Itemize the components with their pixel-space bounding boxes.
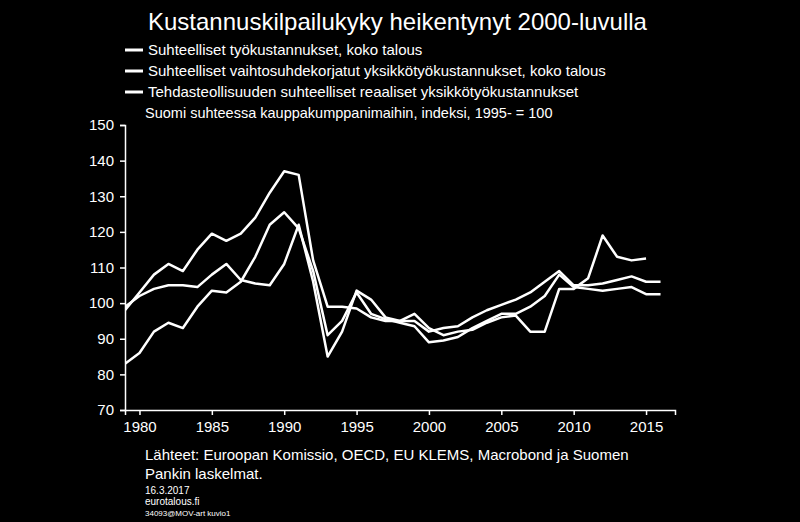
axis-line — [120, 126, 126, 411]
series-line — [125, 225, 646, 357]
series-line — [125, 171, 661, 331]
x-axis: 1980 1985 1990 1995 2000 2005 2010 2015 — [123, 410, 675, 435]
legend-label: Suhteelliset työkustannukset, koko talou… — [148, 41, 422, 58]
subtitle: Suomi suhteessa kauppakumppanimaihin, in… — [145, 105, 552, 121]
legend-label: Suhteelliset vaihtosuhdekorjatut yksikkö… — [148, 62, 606, 79]
tick: 1985 — [196, 410, 229, 435]
tick-mark — [646, 410, 648, 415]
tick-mark — [120, 303, 125, 305]
tick: 80 — [97, 366, 125, 383]
tick-label: 100 — [89, 294, 114, 311]
tick-label: 2000 — [413, 418, 446, 435]
source: Pankin laskelmat. — [145, 465, 263, 482]
axis-line — [126, 411, 676, 416]
tick-label: 140 — [89, 152, 114, 169]
tick: 2010 — [557, 410, 590, 435]
tick-label: 2015 — [630, 418, 663, 435]
legend-swatch — [125, 91, 143, 94]
tick-label: 150 — [89, 116, 114, 133]
tick-label: 2010 — [557, 418, 590, 435]
tick: 90 — [97, 330, 125, 347]
tick-label: 1995 — [340, 418, 373, 435]
source: Lähteet: Euroopan Komissio, OECD, EU KLE… — [145, 446, 629, 463]
tick-mark — [120, 125, 125, 127]
tick: 1995 — [340, 410, 373, 435]
tick: 1980 — [123, 410, 156, 435]
tick-label: 1990 — [268, 418, 301, 435]
tick: 110 — [90, 259, 125, 276]
tick-mark — [573, 410, 575, 415]
legend: Suhteelliset työkustannukset, koko talou… — [125, 41, 606, 100]
y-axis: 70 80 90 100 110 120 130 140 150 — [89, 116, 126, 418]
legend-swatch — [125, 49, 143, 52]
tick: 2000 — [413, 410, 446, 435]
tick: 2005 — [485, 410, 518, 435]
tick-mark — [284, 410, 286, 415]
tick: 150 — [89, 116, 125, 133]
tick: 120 — [89, 223, 125, 240]
tick-label: 80 — [97, 366, 114, 383]
tick: 2015 — [630, 410, 663, 435]
footer: 34093@MOV-art kuvio1 — [145, 509, 231, 518]
tick-label: 1985 — [196, 418, 229, 435]
tick-mark — [120, 160, 125, 162]
tick-label: 120 — [89, 223, 114, 240]
tick-label: 110 — [90, 259, 114, 276]
tick-mark — [212, 410, 214, 415]
tick: 100 — [89, 294, 125, 311]
tick-mark — [120, 196, 125, 198]
tick-mark — [120, 339, 125, 341]
tick-label: 1980 — [123, 418, 156, 435]
tick: 130 — [89, 188, 125, 205]
tick-mark — [120, 410, 125, 412]
tick-label: 90 — [97, 330, 114, 347]
tick-mark — [120, 267, 125, 269]
title: Kustannuskilpailukyky heikentynyt 2000-l… — [148, 8, 648, 35]
tick-mark — [120, 374, 125, 376]
tick: 1990 — [268, 410, 301, 435]
tick: 70 — [97, 401, 125, 418]
tick-mark — [120, 232, 125, 234]
tick-label: 130 — [89, 188, 114, 205]
footer: 16.3.2017 — [145, 485, 190, 496]
legend-swatch — [125, 70, 143, 73]
background — [0, 0, 800, 522]
plot-area — [125, 171, 661, 363]
legend-label: Tehdasteollisuuden suhteelliset reaalise… — [148, 83, 579, 100]
tick-mark — [501, 410, 503, 415]
tick-mark — [356, 410, 358, 415]
footer: eurotalous.fi — [145, 496, 199, 507]
series-line — [125, 212, 661, 363]
tick-mark — [429, 410, 431, 415]
chart: Kustannuskilpailukyky heikentynyt 2000-l… — [0, 0, 800, 522]
tick-label: 70 — [97, 401, 114, 418]
tick-label: 2005 — [485, 418, 518, 435]
tick-mark — [139, 410, 141, 415]
tick: 140 — [89, 152, 125, 169]
